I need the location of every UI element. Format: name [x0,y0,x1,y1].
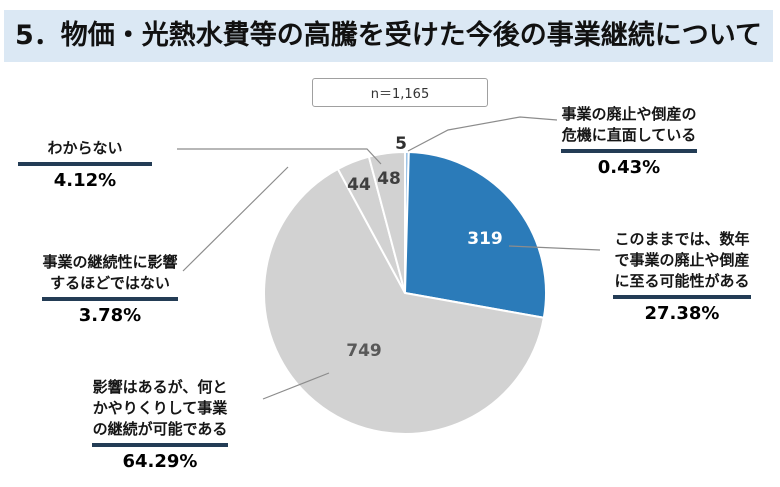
slice-value-label: 48 [377,169,401,189]
callout-eikyo: 影響はあるが、何と かやりくりして事業 の継続が可能である 64.29% [92,377,228,473]
callout-label: 事業の継続性に影響 するほどではない [42,252,178,301]
callout-label: このままでは、数年 で事業の廃止や倒産 に至る可能性がある [613,229,751,299]
leader-lines [177,116,601,400]
slice-value-label: 319 [467,229,503,249]
pie-slices [263,150,547,435]
callout-percent: 0.43% [597,157,661,178]
callout-konomama: このままでは、数年 で事業の廃止や倒産 に至る可能性がある 27.38% [613,229,751,325]
slice-value-labels: 5 319 749 44 48 [346,134,503,361]
sample-size-box: n＝1,165 [312,78,488,107]
page-title: 5．物価・光熱水費等の高騰を受けた今後の事業継続について [4,10,773,62]
leader-line-haishi-kiki [407,116,558,152]
leader-line-keizokusei [182,166,289,272]
leader-line-wakaranai [177,148,382,165]
callout-percent: 64.29% [122,451,198,472]
callout-percent: 3.78% [78,305,142,326]
callout-percent: 27.38% [644,303,720,324]
pie-slice-319 [404,151,547,319]
leader-line-eikyo [262,372,330,400]
leader-line-konomama [508,245,601,251]
callout-label: 影響はあるが、何と かやりくりして事業 の継続が可能である [92,377,228,447]
slice-value-label: 5 [395,134,407,154]
callout-percent: 4.12% [53,170,117,191]
pie-slice-749 [263,168,545,435]
slice-value-label: 749 [346,341,382,361]
sample-size-label: n＝1,165 [370,87,430,102]
callout-keizokusei: 事業の継続性に影響 するほどではない 3.78% [42,252,178,327]
callout-label: 事業の廃止や倒産の 危機に直面している [561,104,697,153]
pie-slice-48 [367,151,406,294]
callout-wakaranai: わからない 4.12% [18,138,152,192]
callout-label: わからない [18,138,152,166]
slice-value-label: 44 [347,175,371,195]
callout-haishi-kiki: 事業の廃止や倒産の 危機に直面している 0.43% [561,104,697,179]
